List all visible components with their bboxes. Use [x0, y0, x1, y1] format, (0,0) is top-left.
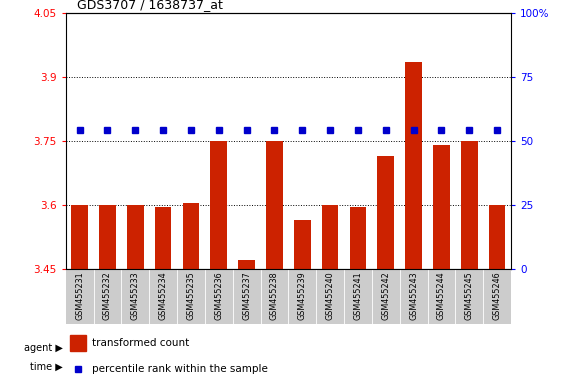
- Bar: [344, 355, 372, 378]
- Bar: [400, 355, 428, 378]
- Text: GSM455239: GSM455239: [297, 271, 307, 320]
- Text: 90
min: 90 min: [127, 357, 143, 376]
- Bar: [316, 355, 344, 378]
- Text: GDS3707 / 1638737_at: GDS3707 / 1638737_at: [77, 0, 223, 12]
- Bar: [260, 340, 456, 355]
- Text: 150
min: 150 min: [379, 360, 392, 373]
- Text: GSM455232: GSM455232: [103, 271, 112, 320]
- Text: GSM455236: GSM455236: [214, 271, 223, 319]
- Bar: [99, 205, 116, 269]
- Bar: [233, 355, 260, 378]
- Bar: [377, 156, 394, 269]
- Text: 30
min: 30 min: [71, 357, 87, 376]
- Bar: [266, 141, 283, 269]
- Bar: [483, 355, 511, 378]
- Bar: [177, 355, 205, 378]
- Bar: [428, 355, 456, 378]
- Text: GSM455231: GSM455231: [75, 271, 84, 319]
- Bar: [405, 62, 422, 269]
- Bar: [433, 146, 450, 269]
- Bar: [349, 207, 367, 269]
- Bar: [372, 355, 400, 378]
- Text: humidified air: humidified air: [127, 343, 199, 353]
- Text: ethanol: ethanol: [338, 343, 377, 353]
- Bar: [456, 340, 511, 355]
- Bar: [288, 355, 316, 378]
- Text: GSM455238: GSM455238: [270, 271, 279, 319]
- Text: control: control: [485, 364, 509, 370]
- Text: 60
min: 60 min: [294, 357, 310, 376]
- Text: GSM455240: GSM455240: [325, 271, 335, 319]
- Text: GSM455233: GSM455233: [131, 271, 140, 319]
- Bar: [127, 205, 144, 269]
- Text: GSM455241: GSM455241: [353, 271, 363, 319]
- Text: 120
min: 120 min: [351, 360, 365, 373]
- Text: GSM455234: GSM455234: [159, 271, 168, 319]
- Text: transformed count: transformed count: [93, 338, 190, 348]
- Bar: [461, 141, 477, 269]
- Text: 210
min: 210 min: [407, 360, 420, 373]
- Bar: [155, 207, 171, 269]
- Text: GSM455235: GSM455235: [186, 271, 195, 320]
- Text: GSM455243: GSM455243: [409, 271, 418, 319]
- Text: 90
min: 90 min: [322, 357, 338, 376]
- Text: 120
min: 120 min: [156, 360, 170, 373]
- Text: agent ▶: agent ▶: [24, 343, 63, 353]
- Text: percentile rank within the sample: percentile rank within the sample: [93, 364, 268, 374]
- Text: 240
min: 240 min: [435, 360, 448, 373]
- Bar: [322, 205, 339, 269]
- Text: GSM455246: GSM455246: [493, 271, 502, 319]
- Bar: [489, 205, 505, 269]
- Text: time ▶: time ▶: [30, 362, 63, 372]
- Bar: [205, 355, 233, 378]
- Text: GSM455244: GSM455244: [437, 271, 446, 319]
- Bar: [149, 355, 177, 378]
- Bar: [122, 355, 149, 378]
- Bar: [66, 340, 260, 355]
- Text: 210
min: 210 min: [212, 360, 226, 373]
- Bar: [294, 220, 311, 269]
- Bar: [70, 334, 86, 351]
- Bar: [94, 355, 122, 378]
- Text: GSM455242: GSM455242: [381, 271, 391, 320]
- Text: 30
min: 30 min: [267, 357, 283, 376]
- Bar: [238, 260, 255, 269]
- Text: GSM455245: GSM455245: [465, 271, 474, 320]
- Bar: [71, 205, 88, 269]
- Bar: [183, 203, 199, 269]
- Text: 240
min: 240 min: [240, 360, 253, 373]
- Text: GSM455237: GSM455237: [242, 271, 251, 320]
- Bar: [210, 141, 227, 269]
- Text: 150
min: 150 min: [184, 360, 198, 373]
- Text: 60
min: 60 min: [99, 357, 115, 376]
- Bar: [260, 355, 288, 378]
- Bar: [66, 355, 94, 378]
- Text: untreated: untreated: [457, 343, 509, 353]
